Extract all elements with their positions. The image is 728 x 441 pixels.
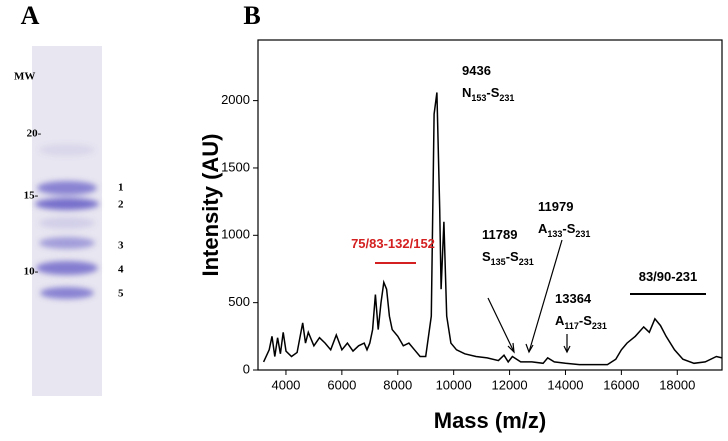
annotation-text: -S [562, 221, 575, 236]
annotation: A117-S231 [555, 313, 607, 331]
y-tick-label: 500 [228, 294, 250, 309]
y-tick-label: 1000 [221, 227, 250, 242]
y-axis-label: Intensity (AU) [198, 134, 223, 277]
arrow-head [525, 343, 534, 354]
annotation-text: 13364 [555, 291, 592, 306]
subscript: 117 [564, 321, 579, 331]
y-tick-label: 0 [243, 361, 250, 376]
annotation: 9436 [462, 63, 491, 78]
subscript: 135 [491, 257, 506, 267]
x-tick-label: 16000 [603, 377, 639, 392]
arrow [528, 239, 563, 353]
band [39, 217, 95, 229]
band-label: 3 [118, 240, 124, 252]
annotation-text: S [482, 249, 491, 264]
subscript: 133 [547, 229, 562, 239]
band [40, 287, 94, 299]
mw-marker: 20- [27, 128, 42, 140]
annotation-text: A [538, 221, 548, 236]
band-label: 4 [118, 264, 124, 276]
annotation: 75/83-132/152 [351, 236, 435, 251]
spectrum-line [262, 92, 723, 366]
annotation-text: -S [579, 313, 592, 328]
x-tick-label: 4000 [271, 377, 300, 392]
y-tick-label: 1500 [221, 159, 250, 174]
annotation: 13364 [555, 291, 592, 306]
annotation: S135-S231 [482, 249, 534, 267]
annotation: 11789 [482, 227, 517, 242]
annotation-text: 83/90-231 [639, 269, 698, 284]
annotation: N153-S231 [462, 85, 514, 103]
annotation: 11979 [538, 199, 573, 214]
annotation-text: 11789 [482, 227, 517, 242]
x-axis-label: Mass (m/z) [434, 408, 546, 433]
annotation-shapes [375, 239, 706, 354]
annotation-text: 9436 [462, 63, 491, 78]
band-label: 2 [118, 199, 124, 211]
y-tick-label: 2000 [221, 92, 250, 107]
annotation: A133-S231 [538, 221, 590, 239]
x-tick-label: 10000 [436, 377, 472, 392]
x-tick-label: 12000 [491, 377, 527, 392]
subscript: 231 [575, 229, 590, 239]
annotation-text: -S [506, 249, 519, 264]
band-label: 1 [118, 182, 124, 194]
arrow [487, 297, 515, 353]
subscript: 231 [592, 321, 607, 331]
x-tick-label: 8000 [383, 377, 412, 392]
band [39, 144, 95, 156]
subscript: 231 [499, 93, 514, 103]
annotation-text: 75/83-132/152 [351, 236, 435, 251]
band [36, 261, 98, 275]
arrow-head [507, 342, 515, 354]
band-label: 5 [118, 288, 124, 300]
subscript: 153 [471, 93, 486, 103]
plot-frame [257, 39, 723, 371]
panel-label: A [21, 1, 40, 30]
arrow-head [563, 345, 571, 354]
annotation-text: -S [486, 85, 499, 100]
annotation-text: 11979 [538, 199, 573, 214]
annotation: 83/90-231 [639, 269, 698, 284]
x-tick-label: 18000 [659, 377, 695, 392]
gel-image [32, 46, 102, 396]
subscript: 231 [519, 257, 534, 267]
panel-label: B [243, 1, 260, 30]
x-tick-label: 14000 [547, 377, 583, 392]
band [39, 237, 95, 249]
x-tick-label: 6000 [327, 377, 356, 392]
mw-title: MW [14, 71, 35, 83]
band [37, 181, 97, 195]
mw-marker: 10- [24, 266, 39, 278]
band [35, 198, 99, 210]
annotation-text: N [462, 85, 471, 100]
annotation-text: A [555, 313, 565, 328]
mw-marker: 15- [24, 190, 39, 202]
